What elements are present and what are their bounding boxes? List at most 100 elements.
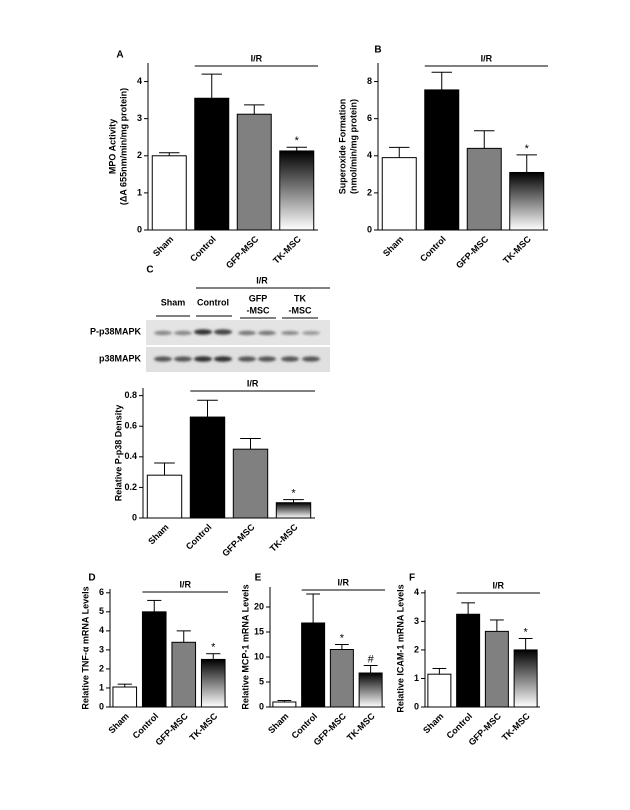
y-tick-label: 4 <box>414 587 419 597</box>
x-tick-label: Sham <box>381 234 405 258</box>
y-tick-label: 10 <box>254 651 264 661</box>
y-tick-label: 4 <box>367 150 372 160</box>
panel-label: E <box>255 573 262 584</box>
panel-label: C <box>146 265 153 276</box>
bar <box>358 672 383 708</box>
y-tick-label: 3 <box>137 113 142 123</box>
x-tick-label: Sham <box>106 711 130 735</box>
panel-label: A <box>116 50 123 61</box>
blot-row-label: p38MAPK <box>99 353 142 363</box>
bar <box>513 649 538 708</box>
annotation: # <box>368 653 375 665</box>
y-axis-label: MPO Activity <box>107 119 117 174</box>
y-tick-label: 1 <box>414 673 419 683</box>
y-axis-label: (nmol/min/mg protein) <box>348 99 358 194</box>
panel-label: D <box>88 573 95 584</box>
x-tick-label: Sham <box>146 522 170 546</box>
bar <box>141 611 167 708</box>
x-tick-label: Sham <box>421 711 445 735</box>
bar <box>381 157 417 231</box>
y-tick-label: 2 <box>367 187 372 197</box>
bar <box>466 147 502 231</box>
y-tick-label: 20 <box>254 601 264 611</box>
y-tick-label: 3 <box>99 644 104 654</box>
x-tick-label: TK-MSC <box>268 522 300 554</box>
y-axis-label: (ΔA 655nm/min/mg protein) <box>118 88 128 205</box>
y-tick-label: 5 <box>259 676 264 686</box>
y-tick-label: 0.8 <box>124 390 137 400</box>
bar <box>151 155 187 231</box>
bar <box>424 89 460 231</box>
y-tick-label: 0 <box>414 701 419 711</box>
y-tick-label: 2 <box>414 644 419 654</box>
panel-label: B <box>374 45 381 56</box>
bar <box>200 658 226 708</box>
y-axis-label: Relative TNF-α mRNA Levels <box>80 586 90 709</box>
annotation: * <box>295 135 300 147</box>
bar <box>112 686 138 708</box>
y-tick-label: 0 <box>367 224 372 234</box>
y-axis-label: Relative P-p38 Density <box>113 405 123 502</box>
x-tick-label: GFP-MSC <box>153 711 190 748</box>
bar <box>275 502 312 519</box>
y-axis-label: Superoxide Formation <box>337 99 347 195</box>
y-tick-label: 0.4 <box>124 451 137 461</box>
x-tick-label: GFP-MSC <box>220 522 257 559</box>
y-axis-label: Relative ICAM-1 mRNA Levels <box>395 584 405 712</box>
annotation: * <box>211 642 216 654</box>
bracket-label: I/R <box>338 577 350 587</box>
y-tick-label: 15 <box>254 626 264 636</box>
bar <box>232 448 269 519</box>
annotation: * <box>525 143 530 155</box>
bracket-label: I/R <box>247 378 259 388</box>
x-tick-label: GFP-MSC <box>454 234 491 271</box>
x-tick-label: TK-MSC <box>188 711 220 743</box>
lane-label: Sham <box>161 297 186 307</box>
x-tick-label: TK-MSC <box>345 711 377 743</box>
lane-label: -MSC <box>247 305 270 315</box>
annotation: * <box>291 488 296 500</box>
bar <box>146 474 183 519</box>
y-tick-label: 6 <box>99 587 104 597</box>
annotation: * <box>523 626 528 638</box>
x-tick-label: Sham <box>266 711 290 735</box>
y-tick-label: 6 <box>367 113 372 123</box>
y-tick-label: 0 <box>259 701 264 711</box>
bracket-label: I/R <box>251 53 263 63</box>
bar <box>509 171 545 231</box>
blot-bracket-label: I/R <box>256 275 268 285</box>
bar <box>236 113 272 231</box>
lane-label: TK <box>294 293 306 303</box>
lane-label: GFP <box>249 293 268 303</box>
x-tick-label: TK-MSC <box>500 711 532 743</box>
x-tick-label: GFP-MSC <box>224 234 261 271</box>
bracket-label: I/R <box>481 53 493 63</box>
bracket-label: I/R <box>179 579 191 589</box>
x-tick-label: TK-MSC <box>271 234 303 266</box>
x-tick-label: TK-MSC <box>501 234 533 266</box>
x-tick-label: Sham <box>151 234 175 258</box>
blot-row-label: P-p38MAPK <box>90 326 142 336</box>
y-tick-label: 0 <box>137 224 142 234</box>
annotation: * <box>340 632 345 644</box>
western-blot: I/R Sham Control GFP -MSC TK -MSC P-p38M… <box>90 275 330 372</box>
y-tick-label: 0 <box>132 512 137 522</box>
bar <box>456 613 481 708</box>
x-tick-label: Control <box>188 234 218 264</box>
lane-label: -MSC <box>289 305 312 315</box>
bar <box>427 673 452 708</box>
bar <box>329 649 354 708</box>
y-tick-label: 2 <box>99 663 104 673</box>
y-tick-label: 8 <box>367 76 372 86</box>
y-axis-label: Relative MCP-1 mRNA Levels <box>240 584 250 709</box>
bar <box>194 97 230 231</box>
bar <box>189 416 226 519</box>
y-tick-label: 5 <box>99 606 104 616</box>
bar <box>279 150 315 231</box>
bar <box>272 701 297 708</box>
bar <box>171 641 197 708</box>
panel-label: F <box>409 573 415 584</box>
x-tick-label: Control <box>184 522 214 552</box>
bands <box>154 329 320 362</box>
